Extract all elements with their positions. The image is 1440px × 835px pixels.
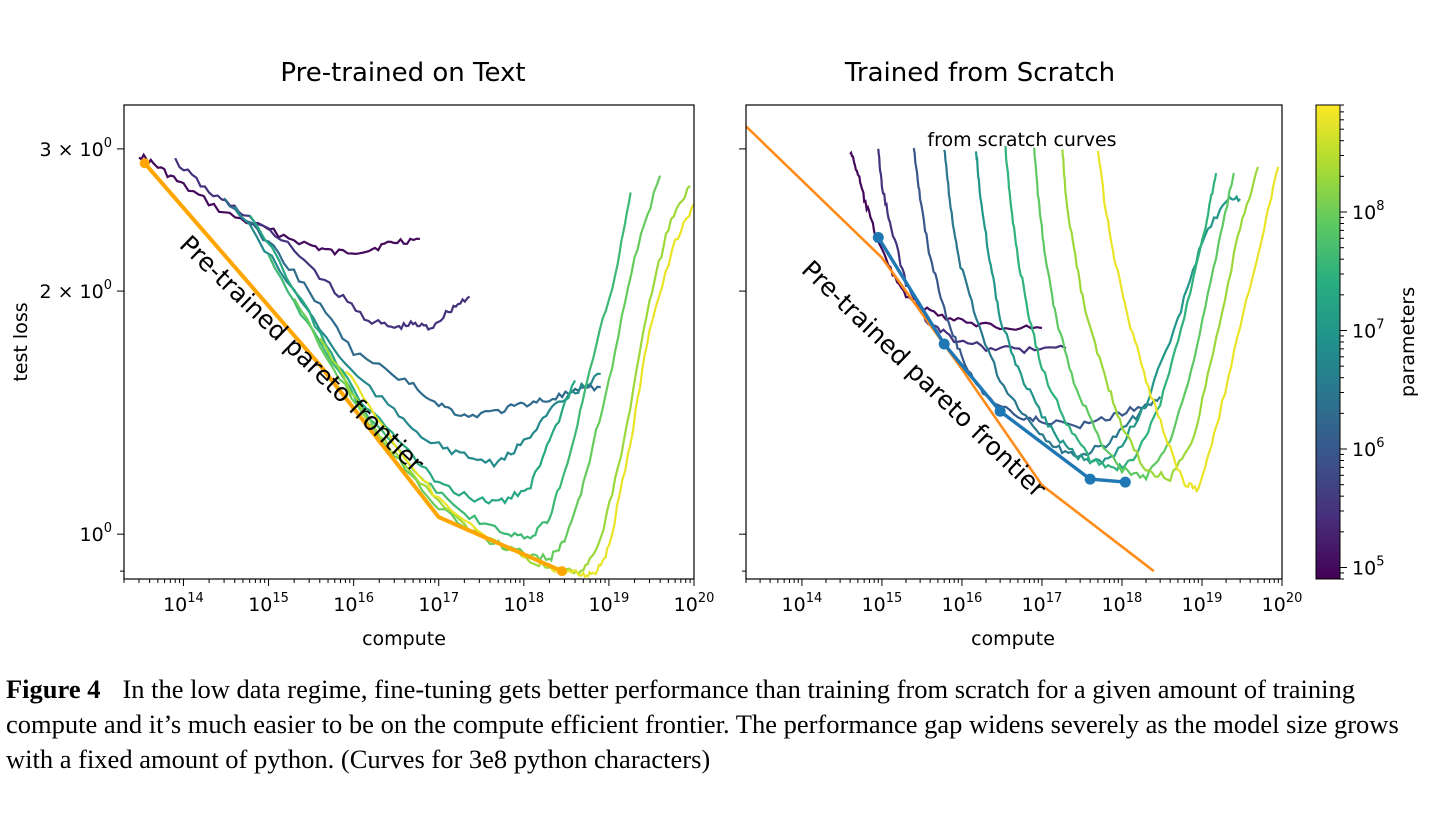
- right-y-axis: [739, 148, 746, 572]
- left-axes-frame: [123, 104, 695, 580]
- chart-right: Trained from Scratch 1014 1015 1016 1017 101…: [739, 58, 1302, 650]
- figure-4-charts: Pre-trained on Text 1014 1015 1016 1017 1018…: [10, 58, 1419, 650]
- right-x-tick-label: 1018: [1102, 591, 1143, 616]
- right-scratch-frontier-point: [938, 338, 950, 350]
- colorbar-label: parameters: [1397, 287, 1419, 397]
- left-x-tick-label: 1016: [333, 591, 374, 616]
- right-scratch-frontier-point: [1119, 476, 1131, 488]
- colorbar-tick-label: 106: [1352, 436, 1384, 461]
- left-series-line: [318, 185, 691, 576]
- left-series-line: [223, 197, 601, 419]
- right-series-line: [877, 148, 1067, 355]
- colorbar-tick-label: 108: [1352, 199, 1384, 224]
- caption-text: In the low data regime, fine-tuning gets…: [6, 674, 1399, 774]
- left-pareto-frontier-line: [143, 161, 563, 573]
- right-x-axis: 1014 1015 1016 1017 1018 1019 1020: [745, 579, 1303, 616]
- left-frontier-point: [139, 158, 150, 169]
- chart-left: Pre-trained on Text 1014 1015 1016 1017 1018…: [10, 58, 714, 650]
- left-x-tick-label: 1014: [163, 591, 204, 616]
- left-series-line: [248, 214, 577, 505]
- right-x-axis-label: compute: [971, 628, 1055, 650]
- colorbar: 105 106 107 108 parameters: [1315, 104, 1419, 580]
- right-x-tick-label: 1016: [942, 591, 983, 616]
- colorbar-ticks: 105 106 107 108: [1340, 104, 1384, 580]
- right-series-line: [849, 150, 1043, 331]
- left-frontier-point: [556, 566, 567, 577]
- colorbar-tick-label: 107: [1352, 318, 1384, 343]
- right-frontier-annotation: Pre-trained pareto frontier: [796, 255, 1052, 504]
- left-series-line: [344, 202, 694, 579]
- left-chart-title: Pre-trained on Text: [280, 58, 525, 88]
- left-x-tick-label: 1015: [248, 591, 289, 616]
- right-scratch-annotation: from scratch curves: [927, 129, 1116, 151]
- left-x-tick-label: 1017: [418, 591, 459, 616]
- right-series-line: [1096, 150, 1280, 494]
- figure-caption: Figure 4 In the low data regime, fine-tun…: [6, 672, 1431, 777]
- left-y-axis: 3 × 100 2 × 100 100: [39, 136, 124, 572]
- right-series-line: [1004, 146, 1218, 473]
- left-frontier-annotation: Pre-trained pareto frontier: [174, 230, 430, 479]
- left-series-line: [174, 157, 471, 331]
- left-x-tick-label: 1019: [589, 591, 630, 616]
- left-x-axis: 1014 1015 1016 1017 1018 1019 1020: [123, 579, 715, 616]
- right-scratch-frontier-point: [1084, 473, 1096, 485]
- colorbar-tick-label: 105: [1352, 555, 1384, 580]
- left-y-tick-label: 3 × 100: [39, 136, 112, 161]
- right-x-tick-label: 1015: [862, 591, 903, 616]
- colorbar-gradient: [1315, 104, 1341, 580]
- right-chart-title: Trained from Scratch: [844, 58, 1115, 88]
- right-scratch-frontier-point: [872, 232, 884, 244]
- right-x-tick-label: 1019: [1182, 591, 1223, 616]
- right-axes-frame: [745, 104, 1283, 580]
- left-x-axis-label: compute: [362, 628, 446, 650]
- right-x-tick-label: 1020: [1262, 591, 1303, 616]
- right-scratch-frontier-point: [994, 405, 1006, 417]
- left-x-tick-label: 1018: [503, 591, 544, 616]
- left-y-tick-label: 2 × 100: [39, 278, 112, 303]
- right-pareto-frontier-line: [746, 125, 1155, 573]
- right-series-line: [1061, 149, 1259, 483]
- right-plot-area: [746, 125, 1280, 573]
- left-y-tick-label: 100: [80, 521, 112, 546]
- right-series-line: [1033, 147, 1235, 482]
- left-plot-area: [138, 152, 694, 579]
- caption-label: Figure 4: [6, 674, 101, 704]
- right-series-line: [943, 149, 1162, 459]
- left-x-tick-label: 1020: [674, 591, 715, 616]
- left-series-line: [233, 205, 601, 469]
- left-y-axis-label: test loss: [10, 302, 32, 381]
- left-series-line: [138, 152, 421, 257]
- right-x-tick-label: 1017: [1022, 591, 1063, 616]
- right-x-tick-label: 1014: [782, 591, 823, 616]
